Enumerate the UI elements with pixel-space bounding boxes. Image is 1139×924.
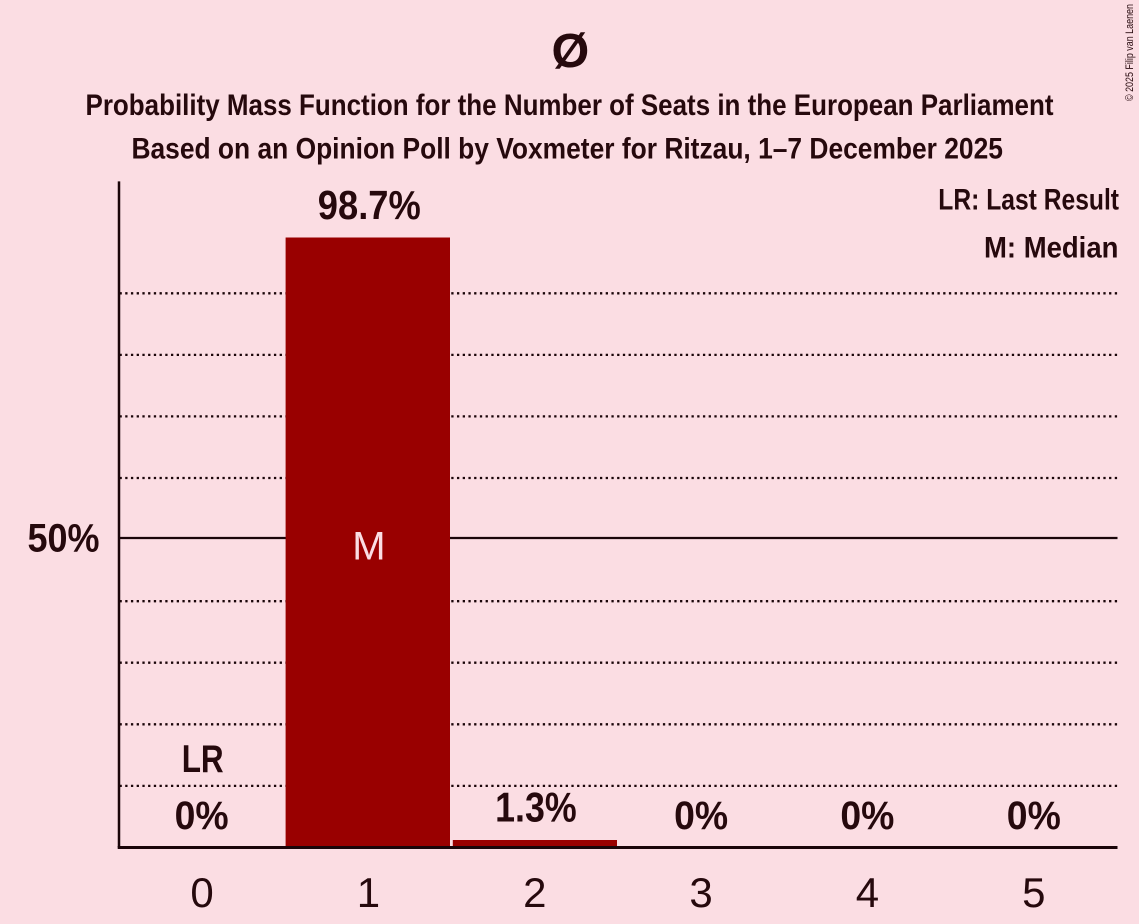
svg-text:1: 1 [357, 869, 380, 916]
svg-text:0%: 0% [1007, 794, 1061, 838]
svg-text:4: 4 [856, 869, 879, 916]
svg-text:98.7%: 98.7% [318, 182, 421, 228]
svg-text:5: 5 [1022, 869, 1045, 916]
svg-text:3: 3 [689, 869, 712, 916]
svg-text:1.3%: 1.3% [495, 784, 577, 831]
svg-text:M: Median: M: Median [984, 232, 1118, 265]
svg-text:© 2025 Filip van Laenen: © 2025 Filip van Laenen [1124, 4, 1136, 101]
svg-text:0: 0 [190, 869, 213, 916]
svg-text:Probability Mass Function for: Probability Mass Function for the Number… [86, 89, 1054, 122]
svg-text:0%: 0% [674, 794, 728, 838]
svg-text:LR: Last Result: LR: Last Result [938, 183, 1119, 216]
svg-text:2: 2 [523, 869, 546, 916]
svg-text:0%: 0% [840, 794, 894, 838]
svg-text:0%: 0% [175, 794, 229, 838]
svg-text:LR: LR [182, 738, 224, 781]
svg-text:50%: 50% [28, 517, 100, 561]
svg-text:M: M [352, 525, 385, 569]
svg-text:Based on an Opinion Poll by Vo: Based on an Opinion Poll by Voxmeter for… [131, 133, 1003, 166]
svg-text:Ø: Ø [552, 24, 590, 78]
